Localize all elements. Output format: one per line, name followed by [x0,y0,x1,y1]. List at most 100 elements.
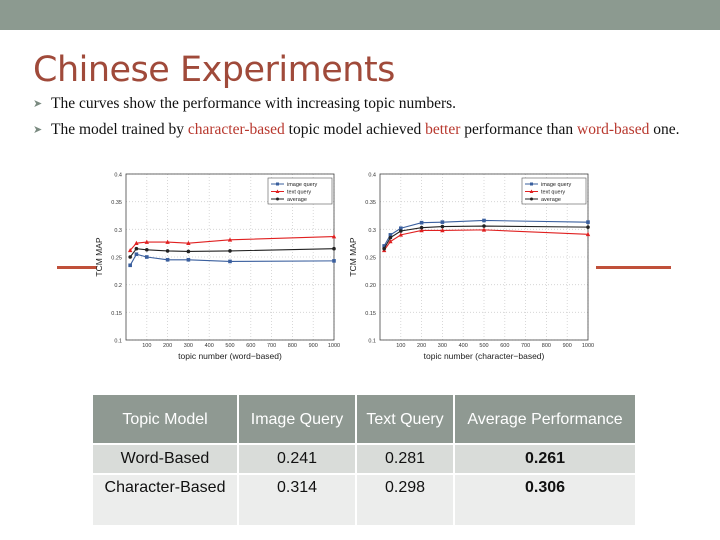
y-tick-label: 0.35 [365,200,376,206]
bullet-text: The model trained by character-based top… [33,119,693,141]
bullet-text-part: performance than [460,121,578,138]
legend-label: image query [287,182,318,188]
legend-label: average [541,197,561,203]
data-point [128,255,132,259]
bullet-arrow-icon: ➤ [33,124,43,136]
data-point [399,229,403,233]
x-tick-label: 200 [417,343,426,349]
y-tick-label: 0.3 [368,228,376,234]
data-point [332,259,336,263]
cell-average: 0.306 [455,475,635,525]
bullet-curves: ➤ The curves show the performance with i… [33,93,693,115]
x-tick-label: 500 [225,343,234,349]
x-tick-label: 700 [267,343,276,349]
x-tick-label: 400 [459,343,468,349]
divider-right [596,266,671,269]
slide-title: Chinese Experiments [33,50,395,90]
cell-average: 0.261 [455,445,635,473]
data-point [127,247,133,253]
x-tick-label: 100 [142,343,151,349]
table-row: Character-Based 0.314 0.298 0.306 [93,475,635,525]
y-tick-label: 0.2 [114,283,122,289]
x-tick-label: 800 [542,343,551,349]
cell-model: Word-Based [93,445,237,473]
data-point [186,257,191,262]
cell-image-query: 0.241 [239,445,355,473]
data-point [419,228,424,233]
series-line-triangle [129,235,335,251]
legend-label: text query [541,190,565,196]
legend-marker [275,189,280,193]
x-tick-label: 1000 [582,343,594,349]
data-point [331,234,337,239]
data-point [585,231,591,237]
data-point [227,237,233,242]
data-point [440,224,445,229]
data-point [382,246,386,251]
header-average-performance: Average Performance [455,395,635,443]
data-point [419,225,424,230]
data-point [440,220,445,224]
legend-label: text query [287,190,311,196]
top-banner [0,0,720,30]
data-point [440,228,445,233]
x-tick-label: 900 [563,343,572,349]
bullet-text-part: The model trained by [51,121,188,138]
results-table: Topic Model Image Query Text Query Avera… [91,393,637,527]
data-point [419,220,424,225]
series-line-square [129,253,335,266]
data-point [388,233,393,237]
x-tick-label: 600 [246,343,255,349]
x-tick-label: 200 [163,343,172,349]
x-axis-label: topic number (character−based) [424,351,545,361]
data-point [144,239,149,244]
data-point [388,235,393,240]
y-tick-label: 0.4 [368,173,376,179]
data-point [165,257,170,262]
data-point [482,218,486,223]
legend-marker [276,182,279,186]
y-tick-label: 0.1 [114,339,122,345]
x-tick-label: 700 [521,343,530,349]
x-tick-label: 1000 [328,343,340,349]
legend-marker [530,182,533,186]
series-line-triangle [383,229,589,251]
chart-word-based: 0.1 0.15 0.2 0.25 0.3 0.35 0.4 100 200 300 400 500 6… [94,173,340,362]
x-tick-label: 900 [309,343,318,349]
bullet-model-comparison: ➤ The model trained by character-based t… [33,119,693,141]
y-tick-label: 0.4 [114,173,122,179]
cell-model: Character-Based [93,475,237,525]
x-tick-label: 800 [288,343,297,349]
data-point [482,224,486,228]
cell-text-query: 0.298 [357,475,453,525]
bullet-text-part: The curves show the performance with inc… [51,95,457,112]
divider-left [57,266,97,269]
data-point [228,249,232,253]
chart-character-based: 0.1 0.15 0.20 0.25 0.3 0.35 0.4 100 200 300 400 500… [348,173,594,362]
data-point [228,259,232,264]
y-tick-label: 0.1 [368,339,376,345]
data-point [134,246,139,251]
legend-marker [529,189,534,193]
data-point [399,226,403,231]
data-point [481,227,487,232]
y-tick-label: 0.20 [365,283,376,289]
y-tick-label: 0.25 [365,256,376,262]
plot-frame [379,173,589,341]
highlight-text: better [425,121,461,138]
data-point [134,252,139,257]
data-point [586,225,590,229]
data-point [382,244,386,248]
data-point [586,220,590,224]
x-tick-label: 300 [184,343,193,349]
table-header-row: Topic Model Image Query Text Query Avera… [93,395,635,443]
data-point [128,263,132,268]
x-axis-label: topic number (word−based) [178,351,282,361]
data-point [165,249,170,253]
legend-marker [276,197,279,201]
table-row: Word-Based 0.241 0.281 0.261 [93,445,635,473]
y-tick-label: 0.15 [111,311,122,317]
x-tick-label: 500 [479,343,488,349]
data-point [134,240,139,245]
cell-text-query: 0.281 [357,445,453,473]
